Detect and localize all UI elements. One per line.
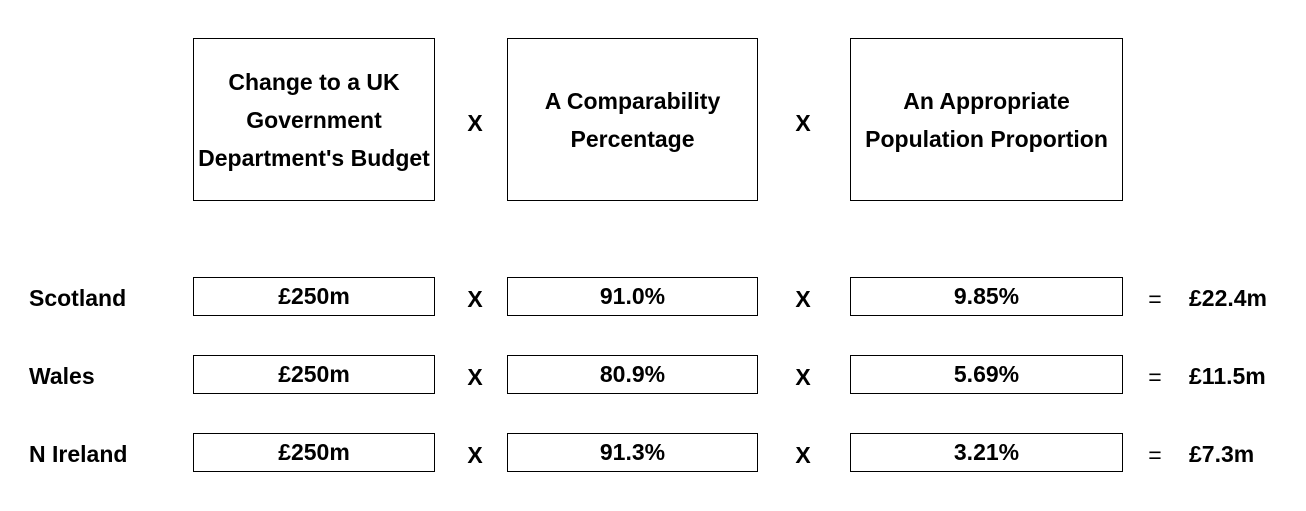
scotland-result: £22.4m <box>1189 285 1268 311</box>
n-ireland-comparability-box: 91.3% <box>507 433 758 472</box>
scotland-multiply-sign-1: X <box>467 286 483 312</box>
header-budget-change-text: Change to a UK Government Department's B… <box>198 68 430 171</box>
wales-multiply-sign-2: X <box>795 364 811 390</box>
n-ireland-result: £7.3m <box>1189 441 1255 467</box>
n-ireland-budget-box: £250m <box>193 433 435 472</box>
header-population-text: An Appropriate Population Proportion <box>865 87 1108 152</box>
wales-population-box: 5.69% <box>850 355 1123 394</box>
row-label-scotland: Scotland <box>29 285 127 311</box>
row-label-wales: Wales <box>29 363 95 389</box>
header-multiply-sign-2: X <box>795 110 811 136</box>
scotland-budget-box: £250m <box>193 277 435 316</box>
header-multiply-sign-1: X <box>467 110 483 136</box>
n-ireland-multiply-sign-2: X <box>795 442 811 468</box>
header-comparability-text: A Comparability Percentage <box>544 87 721 152</box>
scotland-equals-sign: = <box>1148 286 1162 312</box>
wales-budget-box: £250m <box>193 355 435 394</box>
wales-equals-sign: = <box>1148 364 1162 390</box>
header-budget-change-box: Change to a UK Government Department's B… <box>193 38 435 201</box>
n-ireland-equals-sign: = <box>1148 442 1162 468</box>
scotland-population-box: 9.85% <box>850 277 1123 316</box>
scotland-comparability-box: 91.0% <box>507 277 758 316</box>
header-comparability-box: A Comparability Percentage <box>507 38 758 201</box>
wales-comparability-box: 80.9% <box>507 355 758 394</box>
header-population-box: An Appropriate Population Proportion <box>850 38 1123 201</box>
wales-multiply-sign-1: X <box>467 364 483 390</box>
row-label-n-ireland: N Ireland <box>29 441 128 467</box>
n-ireland-multiply-sign-1: X <box>467 442 483 468</box>
n-ireland-population-box: 3.21% <box>850 433 1123 472</box>
wales-result: £11.5m <box>1189 363 1266 389</box>
scotland-multiply-sign-2: X <box>795 286 811 312</box>
